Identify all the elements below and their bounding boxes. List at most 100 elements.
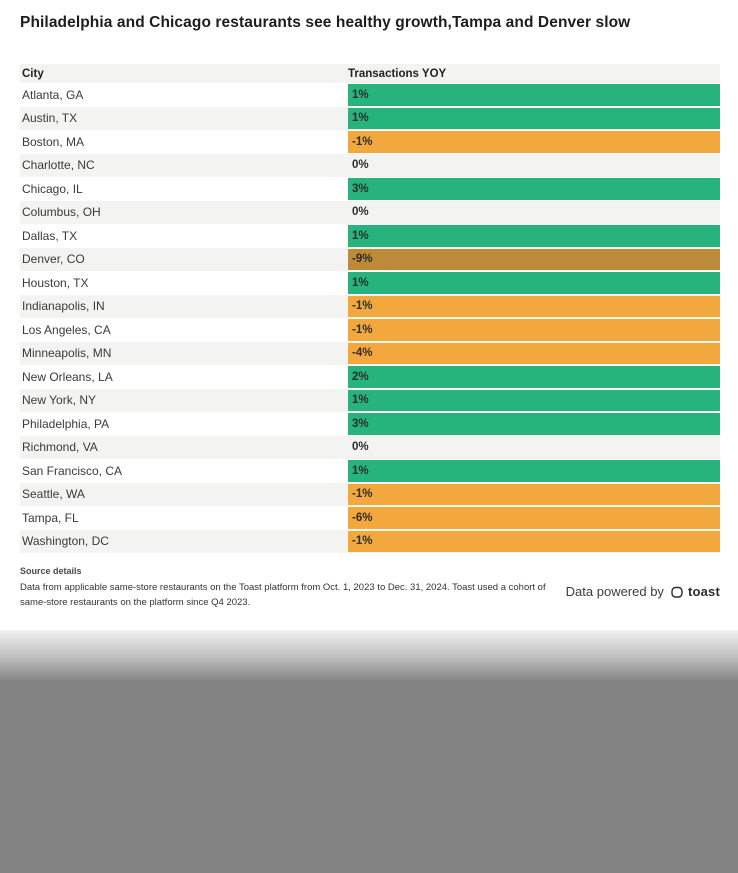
- city-label: Washington, DC: [22, 534, 109, 549]
- toast-brand-name: toast: [687, 584, 720, 599]
- value-bar: -6%: [348, 507, 720, 529]
- column-header-transactions-yoy: Transactions YOY: [348, 67, 447, 80]
- city-label: Indianapolis, IN: [22, 299, 105, 314]
- value-label: 3%: [352, 417, 369, 430]
- value-label: 1%: [352, 88, 369, 101]
- value-bar: 1%: [348, 272, 720, 294]
- value-label: -9%: [352, 253, 373, 266]
- value-cell: 0%: [348, 154, 720, 178]
- value-bar: -1%: [348, 483, 720, 505]
- table-row: New York, NY 1%: [20, 388, 720, 413]
- toast-logo-icon: [670, 585, 684, 599]
- value-label: 0%: [352, 206, 369, 219]
- table-row: Seattle, WA -1%: [20, 482, 720, 507]
- table-row: New Orleans, LA 2%: [20, 365, 720, 389]
- value-cell: 3%: [348, 177, 720, 201]
- city-label: Atlanta, GA: [22, 87, 84, 102]
- value-label: 1%: [352, 464, 369, 477]
- city-label: Charlotte, NC: [22, 158, 95, 173]
- value-label: 1%: [352, 229, 369, 242]
- transactions-table: City Transactions YOY Atlanta, GA 1% Aus…: [20, 64, 720, 553]
- value-bar: 1%: [348, 84, 720, 106]
- value-cell: -1%: [348, 318, 720, 342]
- table-row: San Francisco, CA 1%: [20, 459, 720, 483]
- city-label: Seattle, WA: [22, 487, 85, 502]
- value-cell: -1%: [348, 483, 720, 507]
- value-label: -1%: [352, 323, 373, 336]
- powered-by: Data powered by toast: [566, 584, 720, 599]
- table-row: Chicago, IL 3%: [20, 177, 720, 201]
- city-label: New Orleans, LA: [22, 369, 113, 384]
- table-row: Boston, MA -1%: [20, 130, 720, 154]
- gray-gradient-band: [0, 630, 738, 680]
- city-label: Houston, TX: [22, 275, 89, 290]
- value-cell: -4%: [348, 342, 720, 366]
- table-row: Austin, TX 1%: [20, 106, 720, 131]
- value-cell: 2%: [348, 365, 720, 389]
- value-bar: 2%: [348, 366, 720, 388]
- table-row: Richmond, VA 0%: [20, 435, 720, 460]
- table-body: Atlanta, GA 1% Austin, TX 1% Boston, MA …: [20, 83, 720, 553]
- value-bar: 1%: [348, 225, 720, 247]
- source-details-label: Source details: [20, 566, 82, 576]
- value-bar: -9%: [348, 248, 720, 270]
- value-bar: -1%: [348, 131, 720, 153]
- value-label: -6%: [352, 511, 373, 524]
- value-bar: 1%: [348, 460, 720, 482]
- value-bar: 3%: [348, 413, 720, 435]
- city-label: Chicago, IL: [22, 181, 83, 196]
- value-label: 0%: [352, 441, 369, 454]
- chart-card: Philadelphia and Chicago restaurants see…: [20, 14, 720, 610]
- powered-by-label: Data powered by: [565, 584, 664, 599]
- footer-area: Source details Data from applicable same…: [20, 566, 720, 610]
- table-row: Tampa, FL -6%: [20, 506, 720, 530]
- value-cell: 0%: [348, 201, 720, 225]
- value-cell: -9%: [348, 248, 720, 272]
- value-bar: 1%: [348, 389, 720, 411]
- table-row: Indianapolis, IN -1%: [20, 294, 720, 319]
- value-bar: 0%: [348, 202, 720, 224]
- table-row: Atlanta, GA 1%: [20, 83, 720, 107]
- value-cell: 1%: [348, 83, 720, 107]
- table-row: Denver, CO -9%: [20, 247, 720, 272]
- value-label: -1%: [352, 488, 373, 501]
- city-label: Columbus, OH: [22, 205, 101, 220]
- source-details-text: Data from applicable same-store restaura…: [20, 582, 546, 608]
- gray-footer-area: [0, 680, 738, 873]
- value-cell: 1%: [348, 107, 720, 131]
- table-row: Minneapolis, MN -4%: [20, 341, 720, 366]
- chart-title: Philadelphia and Chicago restaurants see…: [20, 14, 631, 31]
- value-cell: -1%: [348, 130, 720, 154]
- table-row: Houston, TX 1%: [20, 271, 720, 295]
- city-label: Austin, TX: [22, 111, 78, 126]
- table-row: Dallas, TX 1%: [20, 224, 720, 248]
- value-bar: -4%: [348, 342, 720, 364]
- city-label: Tampa, FL: [22, 510, 79, 525]
- value-label: -1%: [352, 535, 373, 548]
- city-label: Philadelphia, PA: [22, 416, 110, 431]
- city-label: Richmond, VA: [22, 440, 98, 455]
- value-bar: 0%: [348, 437, 720, 459]
- value-bar: 0%: [348, 155, 720, 177]
- value-bar: 3%: [348, 178, 720, 200]
- city-label: Minneapolis, MN: [22, 346, 112, 361]
- value-label: 2%: [352, 370, 369, 383]
- city-label: Denver, CO: [22, 252, 85, 267]
- city-label: Dallas, TX: [22, 228, 78, 243]
- value-cell: -1%: [348, 530, 720, 554]
- city-label: New York, NY: [22, 393, 97, 408]
- column-header-city: City: [22, 67, 44, 80]
- value-label: -1%: [352, 300, 373, 313]
- value-cell: -6%: [348, 506, 720, 530]
- value-cell: -1%: [348, 295, 720, 319]
- value-bar: -1%: [348, 530, 720, 552]
- value-cell: 1%: [348, 389, 720, 413]
- value-cell: 0%: [348, 436, 720, 460]
- value-label: 1%: [352, 112, 369, 125]
- city-label: Boston, MA: [22, 134, 85, 149]
- city-label: San Francisco, CA: [22, 463, 123, 478]
- table-row: Charlotte, NC 0%: [20, 153, 720, 178]
- value-bar: 1%: [348, 107, 720, 129]
- value-bar: -1%: [348, 319, 720, 341]
